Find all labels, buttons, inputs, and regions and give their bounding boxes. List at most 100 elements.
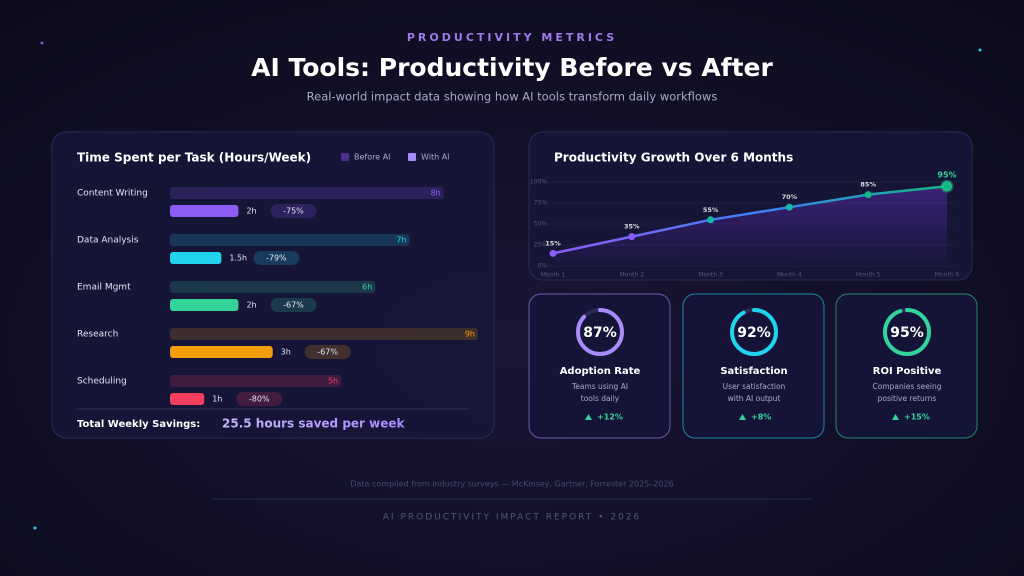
line [552,184,948,255]
reduction-pill [236,392,283,406]
x-tick-label: Month 5 [856,272,881,279]
point [549,249,557,257]
after-label: 2h [246,301,256,310]
before-bar [170,328,478,340]
x-tick-label: Month 2 [620,272,645,279]
reduction-label: -75% [283,207,304,216]
category-label: Email Mgmt [77,283,131,293]
category-label: Data Analysis [77,236,139,246]
chart-title: Time Spent per Task (Hours/Week) [77,151,311,165]
point-label: 70% [782,193,798,201]
y-tick-label: 0% [537,263,547,270]
legend-swatch [408,153,416,161]
reduction-pill [253,251,300,265]
before-label: 8h [431,189,441,198]
generated: Time Spent per Task (Hours/Week) Before A… [77,151,978,439]
reduction-label: -80% [249,395,270,404]
legend-label: With AI [421,153,450,162]
point-label: 55% [703,206,719,214]
ring-value [883,308,931,356]
after-label: 2h [246,207,256,216]
up-arrow [585,414,592,420]
reduction-label: -67% [283,301,304,310]
ring-value [576,308,624,356]
before-label: 7h [396,236,406,245]
before-label: 5h [328,377,338,386]
after-bar [170,346,273,358]
total-label: Total Weekly Savings: [77,419,200,430]
point [940,179,954,193]
star [40,41,44,45]
point [707,216,715,224]
point-label: 35% [624,223,640,231]
y-tick-label: 75% [534,200,548,207]
metric-description: with AI output [728,394,781,403]
reduction-pill [270,298,317,312]
reduction-pill [304,345,351,359]
legend-swatch [341,153,349,161]
metric-value: 92% [737,325,771,341]
before-bar [170,375,342,387]
after-bar [170,299,239,311]
up-arrow [892,414,899,420]
metric-change: +8% [751,413,771,422]
metric-change: +15% [904,413,930,422]
footer-report: AI PRODUCTIVITY IMPACT REPORT • 2026 [383,513,641,523]
after-bar [170,393,205,405]
page-title: AI Tools: Productivity Before vs After [251,53,773,82]
after-label: 3h [281,348,291,357]
before-bar [170,234,410,246]
metric-card [528,293,671,439]
footer-source: Data compiled from industry surveys — Mc… [350,480,673,489]
bar-panel [51,131,495,439]
metric-description: Teams using AI [571,382,628,391]
up-arrow [739,414,746,420]
point [785,203,793,211]
y-tick-label: 50% [534,221,548,228]
x-tick-label: Month 3 [698,272,723,279]
after-label: 1h [212,395,222,404]
x-tick-label: Month 4 [777,272,802,279]
category-label: Research [77,330,118,340]
subtitle: Real-world impact data showing how AI to… [307,90,718,104]
reduction-pill [270,204,317,218]
before-label: 6h [362,283,372,292]
metric-title: ROI Positive [873,366,942,377]
before-bar [170,281,376,293]
x-tick-label: Month 6 [935,272,960,279]
y-tick-label: 25% [534,242,548,249]
metric-title: Satisfaction [720,366,787,377]
metric-value: 87% [583,325,617,341]
y-tick-label: 100% [530,179,547,186]
total-value: 25.5 hours saved per week [222,417,406,431]
metric-description: Companies seeing [873,382,942,391]
star [33,526,37,530]
point-label: 85% [860,181,876,189]
after-bar [170,252,222,264]
x-tick-label: Month 1 [541,272,566,279]
metric-card [835,293,978,439]
metric-description: tools daily [581,394,620,403]
star [978,48,982,52]
metric-value: 95% [890,325,924,341]
metric-card [682,293,825,439]
category-label: Content Writing [77,189,148,199]
category-label: Scheduling [77,377,127,387]
area [553,186,947,266]
reduction-label: -67% [317,348,338,357]
chart-title: Productivity Growth Over 6 Months [554,151,793,165]
ring-value [730,308,778,356]
metric-description: User satisfaction [723,382,786,391]
before-label: 9h [465,330,475,339]
before-bar [170,187,444,199]
eyebrow: PRODUCTIVITY METRICS [407,31,617,44]
reduction-label: -79% [266,254,287,263]
point-label: 95% [937,171,956,180]
after-bar [170,205,239,217]
metric-description: positive returns [878,394,937,403]
point [864,191,872,199]
metric-change: +12% [597,413,623,422]
point-label: 15% [545,239,561,247]
